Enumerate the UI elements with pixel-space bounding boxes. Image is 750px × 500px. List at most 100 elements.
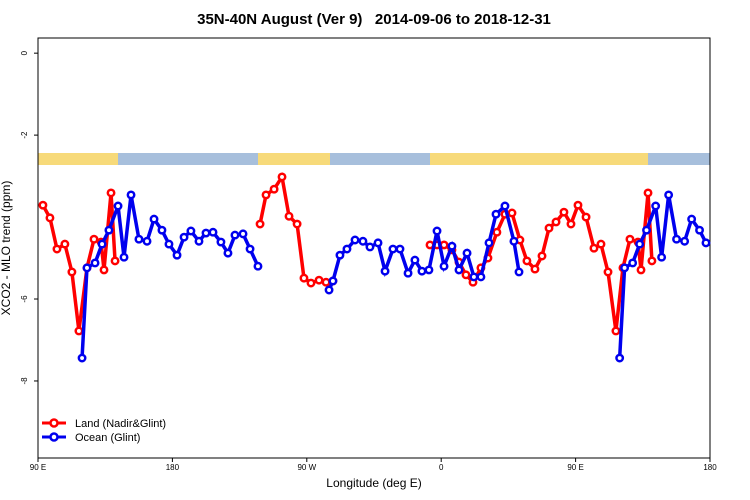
data-point	[119, 252, 129, 262]
data-point	[230, 230, 240, 240]
data-point	[484, 238, 494, 248]
data-point	[306, 278, 316, 288]
plot-frame	[37, 37, 711, 459]
data-point	[615, 353, 625, 363]
x-tick-label: 0	[439, 463, 444, 472]
data-point	[635, 239, 645, 249]
data-point	[208, 227, 218, 237]
data-point	[509, 236, 519, 246]
data-point	[507, 208, 517, 218]
data-point	[701, 238, 711, 248]
data-point	[134, 234, 144, 244]
data-point	[439, 261, 449, 271]
data-point	[603, 267, 613, 277]
data-point	[522, 256, 532, 266]
y-tick-label: 0	[20, 50, 29, 55]
data-point	[314, 275, 324, 285]
data-point	[328, 276, 338, 286]
data-point	[596, 239, 606, 249]
data-point	[238, 229, 248, 239]
data-point	[194, 236, 204, 246]
data-point	[566, 219, 576, 229]
data-point	[269, 184, 279, 194]
data-point	[573, 200, 583, 210]
land-strip	[258, 153, 330, 165]
data-point	[469, 272, 479, 282]
x-tick-label: 180	[703, 463, 717, 472]
data-point	[454, 265, 464, 275]
data-point	[514, 267, 524, 277]
data-point	[581, 212, 591, 222]
data-point	[126, 190, 136, 200]
data-point	[395, 244, 405, 254]
data-point	[45, 213, 55, 223]
y-tick-label: -2	[20, 131, 29, 139]
x-tick-label: 90 E	[567, 463, 583, 472]
legend-marker	[49, 432, 59, 442]
data-point	[642, 225, 651, 235]
data-point	[628, 258, 638, 268]
data-point	[365, 242, 375, 252]
data-point	[461, 270, 471, 280]
data-point	[537, 251, 547, 261]
data-point	[636, 265, 646, 275]
data-point	[77, 353, 87, 363]
data-point	[324, 285, 334, 295]
data-point	[403, 268, 413, 278]
data-point	[625, 234, 635, 244]
data-point	[432, 226, 442, 236]
data-point	[500, 201, 510, 211]
data-point	[106, 188, 116, 198]
data-point	[157, 225, 167, 235]
data-point	[680, 236, 690, 246]
data-point	[492, 227, 502, 237]
data-point	[410, 255, 420, 265]
map-strip	[38, 153, 710, 165]
data-point	[695, 225, 704, 235]
legend-label: Ocean (Glint)	[75, 432, 140, 444]
x-tick-label: 90 W	[297, 463, 316, 472]
data-point	[373, 238, 383, 248]
x-axis-label: Longitude (deg E)	[326, 476, 421, 490]
data-point	[186, 226, 196, 236]
land-strip	[430, 153, 648, 165]
data-point	[672, 234, 681, 244]
x-tick-label: 90 E	[30, 463, 46, 472]
legend-label: Land (Nadir&Glint)	[75, 418, 166, 430]
data-point	[253, 261, 263, 271]
data-point	[342, 244, 352, 254]
data-point	[292, 219, 302, 229]
data-point	[388, 244, 398, 254]
data-point	[551, 217, 561, 227]
data-point	[216, 237, 226, 247]
data-point	[149, 214, 159, 224]
data-point	[38, 200, 48, 210]
data-point	[620, 263, 630, 273]
data-point	[530, 264, 540, 274]
data-point	[647, 256, 657, 266]
data-point	[380, 266, 390, 276]
x-tick-label: 180	[166, 463, 180, 472]
data-point	[657, 252, 667, 262]
data-point	[651, 201, 661, 211]
data-point	[179, 232, 189, 242]
data-point	[172, 250, 182, 260]
data-point	[559, 207, 569, 217]
data-point	[299, 273, 309, 283]
y-tick-label: -8	[20, 377, 29, 385]
land-strip	[38, 153, 118, 165]
data-point	[245, 244, 255, 254]
chart-title: 35N-40N August (Ver 9) 2014-09-06 to 201…	[197, 11, 551, 28]
data-point	[491, 209, 501, 219]
data-point	[589, 243, 599, 253]
data-point	[60, 239, 70, 249]
data-point	[643, 188, 653, 198]
data-point	[424, 265, 434, 275]
legend-marker	[49, 418, 59, 428]
data-point	[284, 211, 294, 221]
data-point	[90, 258, 100, 268]
data-point	[261, 190, 271, 200]
data-point	[321, 277, 331, 287]
data-point	[104, 225, 114, 235]
data-point	[462, 248, 472, 258]
